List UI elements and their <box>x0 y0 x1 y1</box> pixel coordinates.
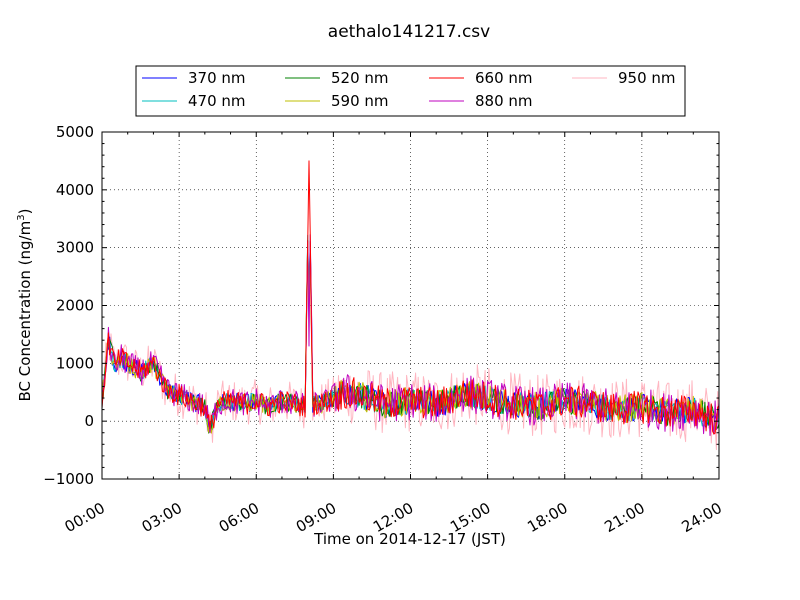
chart-title: aethalo141217.csv <box>328 22 490 42</box>
x-tick-label: 06:00 <box>216 499 262 536</box>
series-line-880-nm <box>101 234 720 436</box>
x-tick-label: 00:00 <box>62 499 108 536</box>
legend-label: 950 nm <box>618 69 676 87</box>
legend-label: 370 nm <box>188 69 246 87</box>
y-tick-label: 1000 <box>56 354 94 372</box>
x-tick-label: 18:00 <box>524 499 570 536</box>
y-axis-label: BC Concentration (ng/m3) <box>16 209 34 402</box>
legend-label: 590 nm <box>331 92 389 110</box>
y-tick-label: 4000 <box>56 181 94 199</box>
series-line-660-nm <box>101 160 720 435</box>
y-axis-label-main: BC Concentration (ng/m <box>16 221 34 402</box>
series-lines <box>101 160 720 451</box>
x-tick-label: 21:00 <box>601 499 647 536</box>
y-tick-label: 2000 <box>56 297 94 315</box>
x-tick-label: 24:00 <box>679 499 725 536</box>
y-tick-label: 3000 <box>56 239 94 257</box>
axis-ticks: 5000 4000 3000 2000 1000 0 −1000 00:00 03:00 06:0… <box>43 123 725 536</box>
legend-label: 520 nm <box>331 69 389 87</box>
legend: 370 nm 470 nm 520 nm 590 nm 660 nm 880 nm 950 … <box>135 65 686 117</box>
y-tick-label: 5000 <box>56 123 94 141</box>
y-axis-label-tail: ) <box>16 209 34 215</box>
y-tick-label: 0 <box>84 412 94 430</box>
x-tick-label: 03:00 <box>139 499 185 536</box>
y-tick-label: −1000 <box>43 470 94 488</box>
grid <box>102 132 719 479</box>
legend-frame <box>135 65 686 117</box>
y-axis-label-superscript: 3 <box>16 214 27 220</box>
legend-label: 470 nm <box>188 92 246 110</box>
x-axis-label: Time on 2014-12-17 (JST) <box>313 530 506 548</box>
legend-label: 880 nm <box>475 92 533 110</box>
legend-label: 660 nm <box>475 69 533 87</box>
